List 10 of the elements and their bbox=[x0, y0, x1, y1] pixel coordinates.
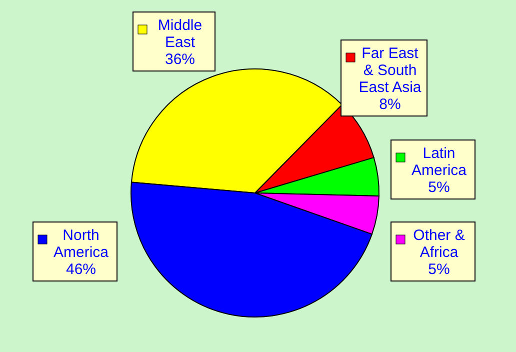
data-label: 46% bbox=[66, 261, 96, 278]
legend-label: Middle East bbox=[158, 17, 202, 51]
data-label: 5% bbox=[428, 261, 450, 278]
data-label: 5% bbox=[428, 179, 450, 196]
legend-label: Latin America bbox=[411, 145, 468, 179]
data-label: 36% bbox=[164, 51, 196, 68]
data-label: 8% bbox=[379, 96, 401, 113]
legend-label: Other & Africa bbox=[413, 227, 465, 261]
legend-label: North America bbox=[53, 227, 110, 261]
legend-label: Far East & South East Asia bbox=[358, 45, 422, 96]
